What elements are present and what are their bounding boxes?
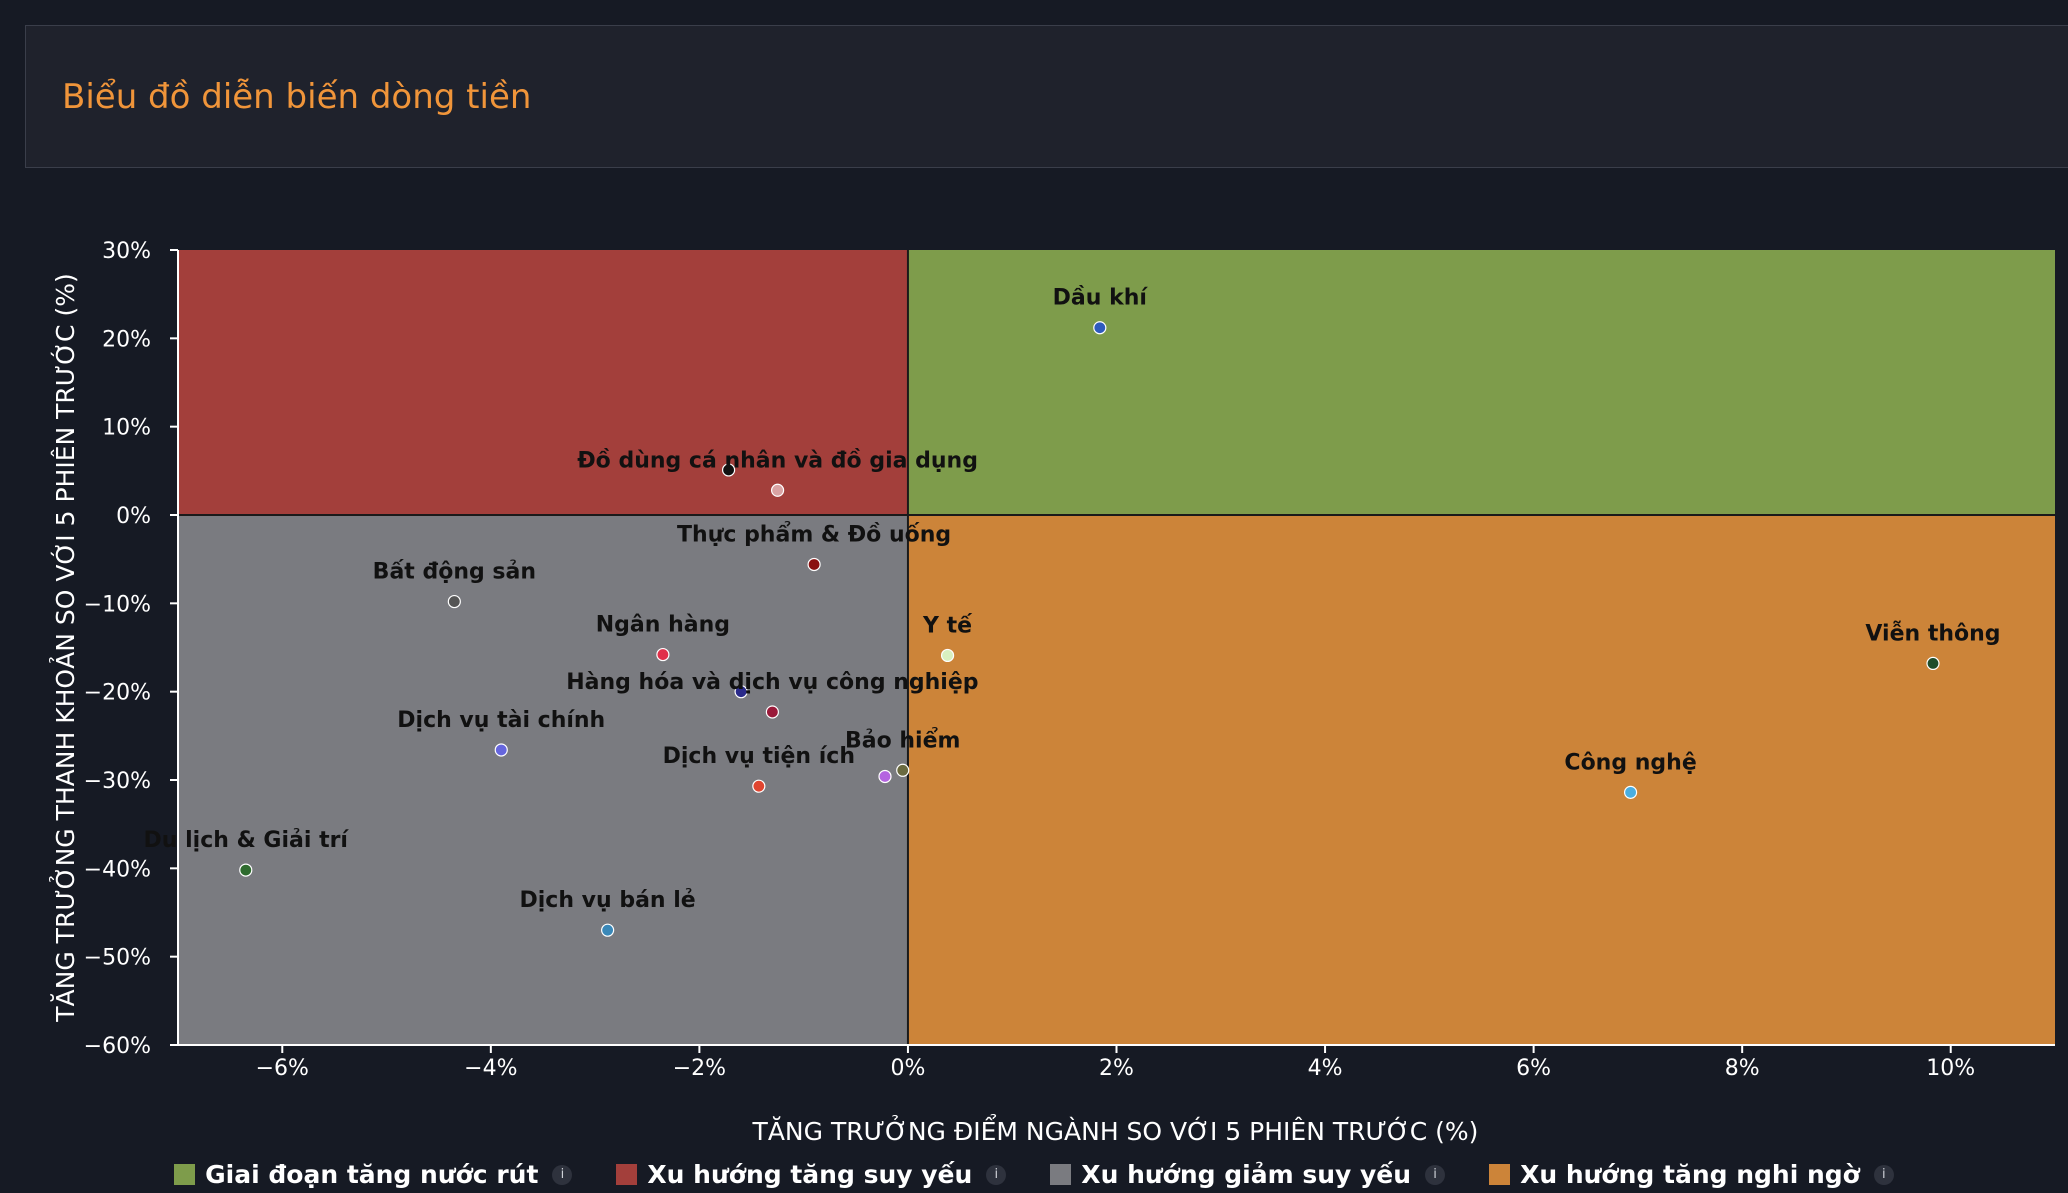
legend-swatch-doubtful-uptrend	[1489, 1164, 1511, 1185]
data-point	[765, 705, 779, 719]
data-point	[752, 779, 766, 793]
x-tick-label: 8%	[1725, 1056, 1760, 1081]
y-tick-label: −50%	[84, 946, 151, 971]
data-label: Du lịch & Giải trí	[144, 828, 350, 853]
legend-label: Xu hướng giảm suy yếu	[1081, 1160, 1412, 1189]
data-point	[1093, 321, 1107, 335]
y-tick-label: −30%	[84, 769, 151, 794]
y-tick-label: 20%	[102, 327, 151, 352]
data-point	[601, 923, 615, 937]
legend-label: Xu hướng tăng suy yếu	[647, 1160, 973, 1189]
data-point	[1623, 785, 1638, 799]
quadrant-bottom-right	[907, 515, 2055, 1045]
data-label: Ngân hàng	[596, 613, 730, 638]
legend-item-accelerating[interactable]: Giai đoạn tăng nước rút i	[174, 1160, 573, 1189]
data-point	[1926, 656, 1940, 671]
data-label: Công nghệ	[1564, 750, 1696, 775]
data-point	[940, 648, 955, 663]
x-tick-label: 4%	[1308, 1056, 1343, 1081]
legend-label: Giai đoạn tăng nước rút	[205, 1160, 539, 1189]
data-label: Bất động sản	[373, 560, 536, 585]
x-tick-label: 6%	[1516, 1056, 1551, 1081]
data-label: Dịch vụ tài chính	[397, 708, 605, 733]
y-axis-title: TĂNG TRƯỞNG THANH KHOẢN SO VỚI 5 PHIÊN T…	[49, 273, 80, 1022]
data-point	[770, 483, 785, 497]
info-icon[interactable]: i	[1873, 1164, 1894, 1185]
chart-legend: Giai đoạn tăng nước rút i Xu hướng tăng …	[0, 1160, 2068, 1189]
data-label: Đồ dùng cá nhân và đồ gia dụng	[577, 448, 978, 473]
scatter-chart: 30% 20% 10% 0% −10% −20% −30% −40% −50% −60% −6% −4…	[49, 239, 2055, 1146]
info-icon[interactable]: i	[986, 1164, 1007, 1185]
legend-item-weakening-uptrend[interactable]: Xu hướng tăng suy yếu i	[616, 1160, 1007, 1189]
quadrant-top-right	[907, 250, 2055, 515]
y-tick-label: −60%	[84, 1034, 151, 1059]
data-point	[721, 463, 736, 477]
data-point	[807, 557, 821, 572]
legend-swatch-accelerating	[174, 1164, 196, 1185]
legend-swatch-weakening-uptrend	[616, 1164, 638, 1185]
y-tick-label: −40%	[84, 857, 151, 882]
legend-label: Xu hướng tăng nghi ngờ	[1520, 1160, 1860, 1189]
x-tick-label: 0%	[890, 1056, 925, 1081]
data-label: Thực phẩm & Đồ uống	[677, 521, 951, 547]
data-point	[447, 594, 461, 609]
legend-item-weakening-downtrend[interactable]: Xu hướng giảm suy yếu i	[1050, 1160, 1446, 1189]
data-point	[734, 685, 748, 699]
legend-swatch-weakening-downtrend	[1050, 1164, 1072, 1185]
quadrant-top-left	[178, 250, 908, 515]
page-title: Biểu đồ diễn biến dòng tiền	[62, 76, 532, 117]
data-point	[656, 647, 670, 662]
quadrant-bottom-left	[178, 515, 908, 1045]
y-tick-label: 0%	[116, 504, 151, 529]
data-label: Dịch vụ bán lẻ	[520, 888, 696, 913]
data-point	[494, 743, 508, 757]
x-tick-label: 2%	[1099, 1056, 1134, 1081]
data-label: Dầu khí	[1053, 286, 1149, 311]
legend-item-doubtful-uptrend[interactable]: Xu hướng tăng nghi ngờ i	[1489, 1160, 1894, 1189]
data-label: Viễn thông	[1865, 621, 2000, 646]
y-tick-label: 30%	[102, 239, 151, 264]
info-icon[interactable]: i	[552, 1164, 573, 1185]
x-tick-label: −2%	[673, 1056, 726, 1081]
y-tick-label: −20%	[84, 681, 151, 706]
y-tick-label: 10%	[102, 416, 151, 441]
x-axis-title: TĂNG TRƯỞNG ĐIỂM NGÀNH SO VỚI 5 PHIÊN TR…	[752, 1114, 1479, 1146]
data-label: Hàng hóa và dịch vụ công nghiệp	[566, 670, 978, 695]
y-tick-label: −10%	[84, 592, 151, 617]
data-point	[896, 763, 910, 777]
info-icon[interactable]: i	[1425, 1164, 1446, 1185]
data-point	[239, 863, 253, 877]
data-label: Bảo hiểm	[845, 727, 960, 753]
x-tick-label: 10%	[1926, 1056, 1975, 1081]
data-point	[878, 769, 892, 784]
x-tick-label: −4%	[464, 1056, 517, 1081]
data-label: Dịch vụ tiện ích	[663, 744, 855, 769]
chart-header: Biểu đồ diễn biến dòng tiền	[25, 25, 2068, 168]
x-tick-label: −6%	[256, 1056, 309, 1081]
data-label: Y tế	[922, 613, 973, 638]
